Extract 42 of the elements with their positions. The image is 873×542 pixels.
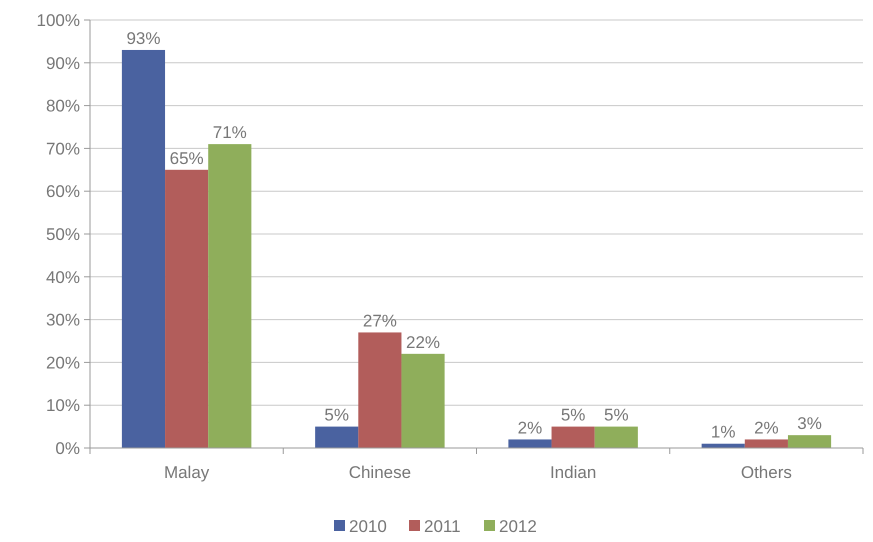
data-label: 1% [710, 422, 736, 442]
data-label: 3% [797, 414, 822, 434]
bar [315, 426, 358, 448]
data-label: 5% [324, 406, 350, 425]
data-label: 5% [560, 406, 586, 425]
legend-label: 2011 [424, 516, 461, 536]
y-tick-label: 10% [46, 396, 80, 416]
legend-label: 2010 [349, 516, 387, 536]
bar [594, 426, 638, 448]
data-label: 71% [212, 123, 247, 142]
y-tick-label: 90% [46, 54, 80, 73]
data-label: 2% [518, 418, 542, 438]
x-tick-label: Malay [164, 463, 210, 482]
bar [508, 439, 552, 448]
data-label: 2% [754, 418, 779, 438]
data-label: 65% [170, 148, 204, 168]
bar [744, 439, 788, 448]
x-tick-label: Indian [550, 463, 596, 482]
y-tick-label: 80% [46, 96, 80, 116]
y-tick-label: 100% [36, 10, 80, 30]
bar [208, 144, 252, 448]
bar [165, 170, 208, 448]
x-tick-label: Chinese [348, 463, 412, 482]
bar [702, 444, 745, 448]
data-label: 27% [362, 311, 397, 330]
bar [358, 332, 402, 448]
bar [788, 435, 832, 448]
y-tick-label: 70% [46, 139, 80, 158]
bar [552, 426, 595, 448]
x-tick-label: Others [740, 463, 792, 482]
y-tick-label: 20% [46, 353, 80, 372]
bar [401, 354, 445, 448]
y-tick-label: 50% [46, 224, 80, 244]
y-tick-label: 40% [46, 268, 80, 287]
data-label: 93% [126, 28, 160, 48]
data-label: 22% [406, 332, 440, 352]
legend-label: 2012 [499, 516, 537, 536]
bar [122, 50, 166, 448]
y-tick-label: 30% [46, 310, 80, 330]
y-tick-label: 60% [46, 182, 80, 202]
data-label: 5% [604, 406, 629, 425]
y-tick-label: 0% [55, 438, 80, 458]
